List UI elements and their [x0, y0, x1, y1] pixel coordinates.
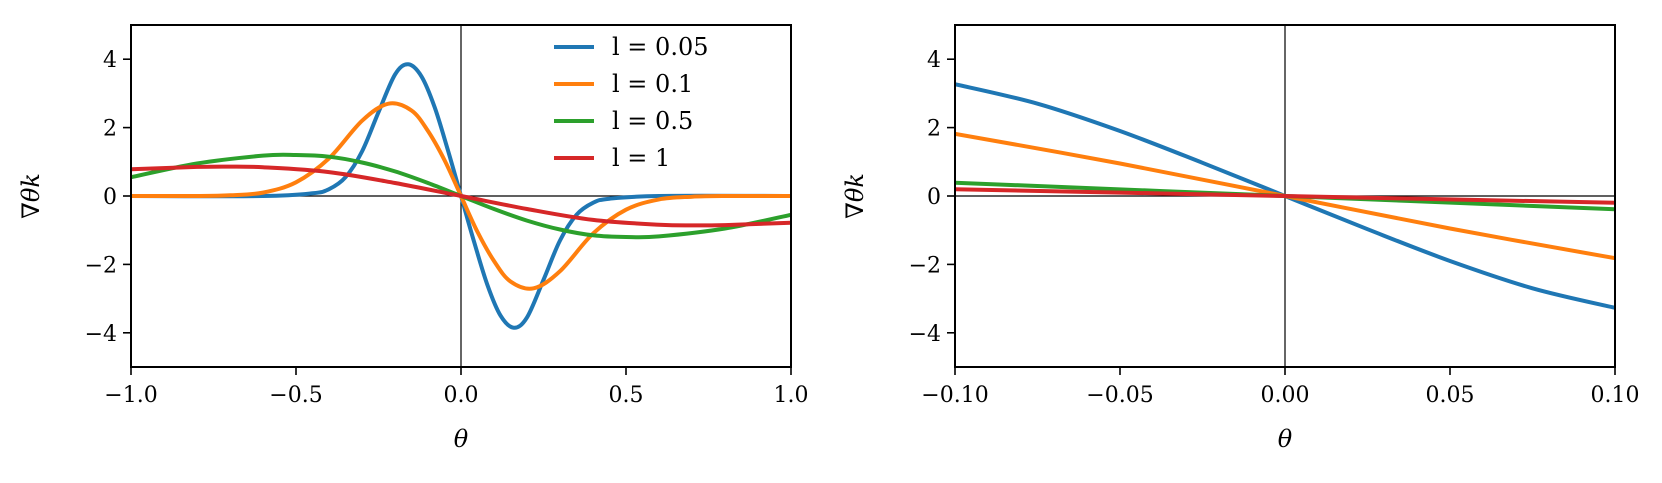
x-tick-label: 0.0 [444, 383, 479, 408]
y-axis-label: ∇θk [17, 173, 45, 219]
y-tick-label: 4 [927, 48, 941, 73]
series-line-4 [955, 187, 1615, 205]
legend-label: l = 1 [612, 144, 670, 172]
x-tick-label: −1.0 [104, 383, 157, 408]
y-tick-label: 0 [103, 185, 117, 210]
x-tick-label: −0.10 [921, 383, 988, 408]
x-tick-label: −0.05 [1086, 383, 1153, 408]
x-tick-label: 0.05 [1426, 383, 1475, 408]
y-tick-label: 0 [927, 185, 941, 210]
chart-panel-2: −0.10 −0.05 0.00 0.05 0.10 4 2 0 −2 −4 θ ∇θk [841, 24, 1640, 453]
x-axis-label: θ [454, 425, 469, 453]
y-tick-label: 2 [927, 117, 941, 142]
x-tick-label: 1.0 [774, 383, 809, 408]
y-tick-label: 2 [103, 117, 117, 142]
series-group [131, 62, 791, 330]
legend-label: l = 0.05 [612, 33, 708, 61]
x-tick-label: 0.00 [1261, 383, 1310, 408]
y-tick-label: −4 [85, 322, 117, 347]
series-group [955, 82, 1615, 310]
y-tick-label: −2 [909, 253, 941, 278]
x-axis-label: θ [1278, 425, 1293, 453]
x-tick-label: −0.5 [269, 383, 322, 408]
y-tick-label: −2 [85, 253, 117, 278]
y-tick-label: 4 [103, 48, 117, 73]
y-axis-label: ∇θk [841, 173, 869, 219]
x-tick-label: 0.10 [1591, 383, 1640, 408]
legend-label: l = 0.1 [612, 70, 693, 98]
x-tick-label: 0.5 [609, 383, 644, 408]
y-tick-label: −4 [909, 322, 941, 347]
legend: l = 0.05 l = 0.1 l = 0.5 l = 1 [554, 33, 708, 172]
legend-label: l = 0.5 [612, 107, 693, 135]
series-line-4 [131, 164, 791, 228]
